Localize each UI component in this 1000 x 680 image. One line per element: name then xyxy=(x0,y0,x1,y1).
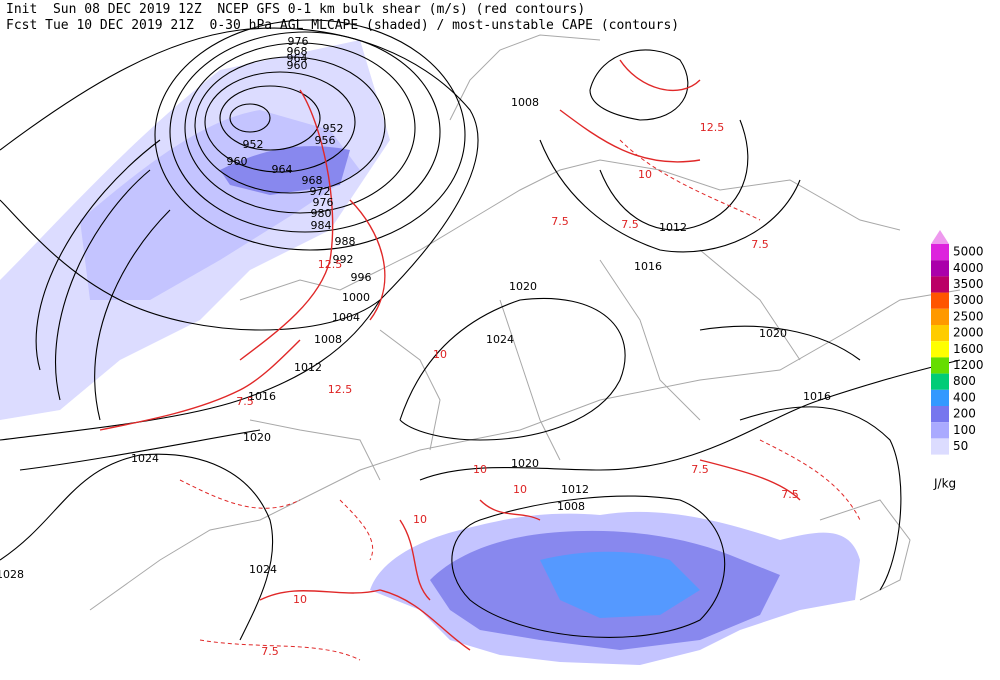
header-line: Fcst Tue 10 DEC 2019 21Z 0-30 hPa AGL ML… xyxy=(6,18,679,33)
isobar-label: 976 xyxy=(288,35,309,48)
legend-label: 100 xyxy=(953,423,976,437)
legend-swatch xyxy=(931,438,949,455)
legend-triangle xyxy=(931,230,949,244)
shear-label: 10 xyxy=(473,463,487,476)
isobar-label: 968 xyxy=(287,45,308,58)
cape-area xyxy=(540,551,700,618)
isobar-label: 956 xyxy=(315,134,336,147)
isobar-label: 996 xyxy=(351,271,372,284)
isobar-label: 952 xyxy=(243,138,264,151)
isobar-label: 968 xyxy=(302,174,323,187)
isobar-label: 1020 xyxy=(243,431,271,444)
legend-label: 200 xyxy=(953,407,976,421)
shear-contours xyxy=(99,59,861,661)
legend-swatch xyxy=(931,325,949,342)
isobar-label: 1024 xyxy=(131,452,159,465)
isobar-label: 960 xyxy=(287,59,308,72)
legend-swatch xyxy=(931,422,949,439)
shear-label: 10 xyxy=(433,348,447,361)
shear-label: 7.5 xyxy=(551,215,569,228)
legend-label: 1600 xyxy=(953,342,984,356)
isobar-label: 1020 xyxy=(511,457,539,470)
shear-label: 12.5 xyxy=(328,383,353,396)
legend-swatch xyxy=(931,244,949,261)
legend-label: 2000 xyxy=(953,326,984,340)
isobar-label: 1016 xyxy=(803,390,831,403)
isobar-label: 980 xyxy=(311,207,332,220)
legend-label: 50 xyxy=(953,439,968,453)
header-line: Init Sun 08 DEC 2019 12Z NCEP GFS 0-1 km… xyxy=(6,2,585,17)
legend-unit: J/kg xyxy=(933,477,956,491)
shear-label: 7.5 xyxy=(621,218,639,231)
isobar-label: 964 xyxy=(272,163,293,176)
isobar-label: 972 xyxy=(310,185,331,198)
isobar-label: 1024 xyxy=(249,563,277,576)
isobar-label: 1012 xyxy=(659,221,687,234)
isobar-label: 1000 xyxy=(342,291,370,304)
isobar-label: 1020 xyxy=(759,327,787,340)
legend-label: 800 xyxy=(953,374,976,388)
legend-label: 1200 xyxy=(953,358,984,372)
isobar-label: 1012 xyxy=(294,361,322,374)
legend-swatch xyxy=(931,276,949,293)
isobar-label: 1004 xyxy=(332,311,360,324)
legend-label: 400 xyxy=(953,390,976,404)
legend-label: 4000 xyxy=(953,261,984,275)
cape-shading xyxy=(0,40,860,665)
map-labels: 9769689649609529529569609649689729769809… xyxy=(0,35,831,658)
isobar-label: 960 xyxy=(227,155,248,168)
shear-label: 10 xyxy=(293,593,307,606)
isobar-label: 1016 xyxy=(634,260,662,273)
legend-swatch xyxy=(931,341,949,358)
isobar-label: 988 xyxy=(335,235,356,248)
legend: 5000 4000 3500 3000 2500 2000 1600 1200 800 400 20… xyxy=(931,230,984,491)
cape-area xyxy=(220,146,350,195)
isobar-label: 1008 xyxy=(314,333,342,346)
legend-swatch xyxy=(931,406,949,423)
shear-label: 7.5 xyxy=(236,395,254,408)
shear-label: 7.5 xyxy=(781,488,799,501)
legend-swatch xyxy=(931,389,949,406)
legend-swatch xyxy=(931,373,949,390)
shear-label: 7.5 xyxy=(261,645,279,658)
shear-label: 10 xyxy=(513,483,527,496)
isobar-label: 1016 xyxy=(248,390,276,403)
isobar-label: 1008 xyxy=(557,500,585,513)
legend-swatch xyxy=(931,292,949,309)
isobar-label: 1024 xyxy=(486,333,514,346)
legend-swatch xyxy=(931,260,949,277)
legend-label: 3000 xyxy=(953,293,984,307)
shear-label: 12.5 xyxy=(700,121,725,134)
isobar-label: 976 xyxy=(313,196,334,209)
isobar-label: 1012 xyxy=(561,483,589,496)
shear-label: 7.5 xyxy=(691,463,709,476)
isobar-label: 984 xyxy=(311,219,332,232)
isobar-label: 992 xyxy=(333,253,354,266)
legend-label: 5000 xyxy=(953,245,984,259)
shear-label: 12.5 xyxy=(318,258,343,271)
legend-swatch xyxy=(931,357,949,374)
isobars xyxy=(0,19,961,641)
shear-label: 10 xyxy=(638,168,652,181)
isobar-label: 952 xyxy=(323,122,344,135)
shear-label: 7.5 xyxy=(751,238,769,251)
legend-label: 2500 xyxy=(953,309,984,323)
isobar-label: 1020 xyxy=(509,280,537,293)
legend-label: 3500 xyxy=(953,277,984,291)
isobar-label: 964 xyxy=(287,52,308,65)
isobar-label: 1028 xyxy=(0,568,24,581)
legend-swatch xyxy=(931,308,949,325)
shear-label: 10 xyxy=(413,513,427,526)
isobar-label: 1008 xyxy=(511,96,539,109)
